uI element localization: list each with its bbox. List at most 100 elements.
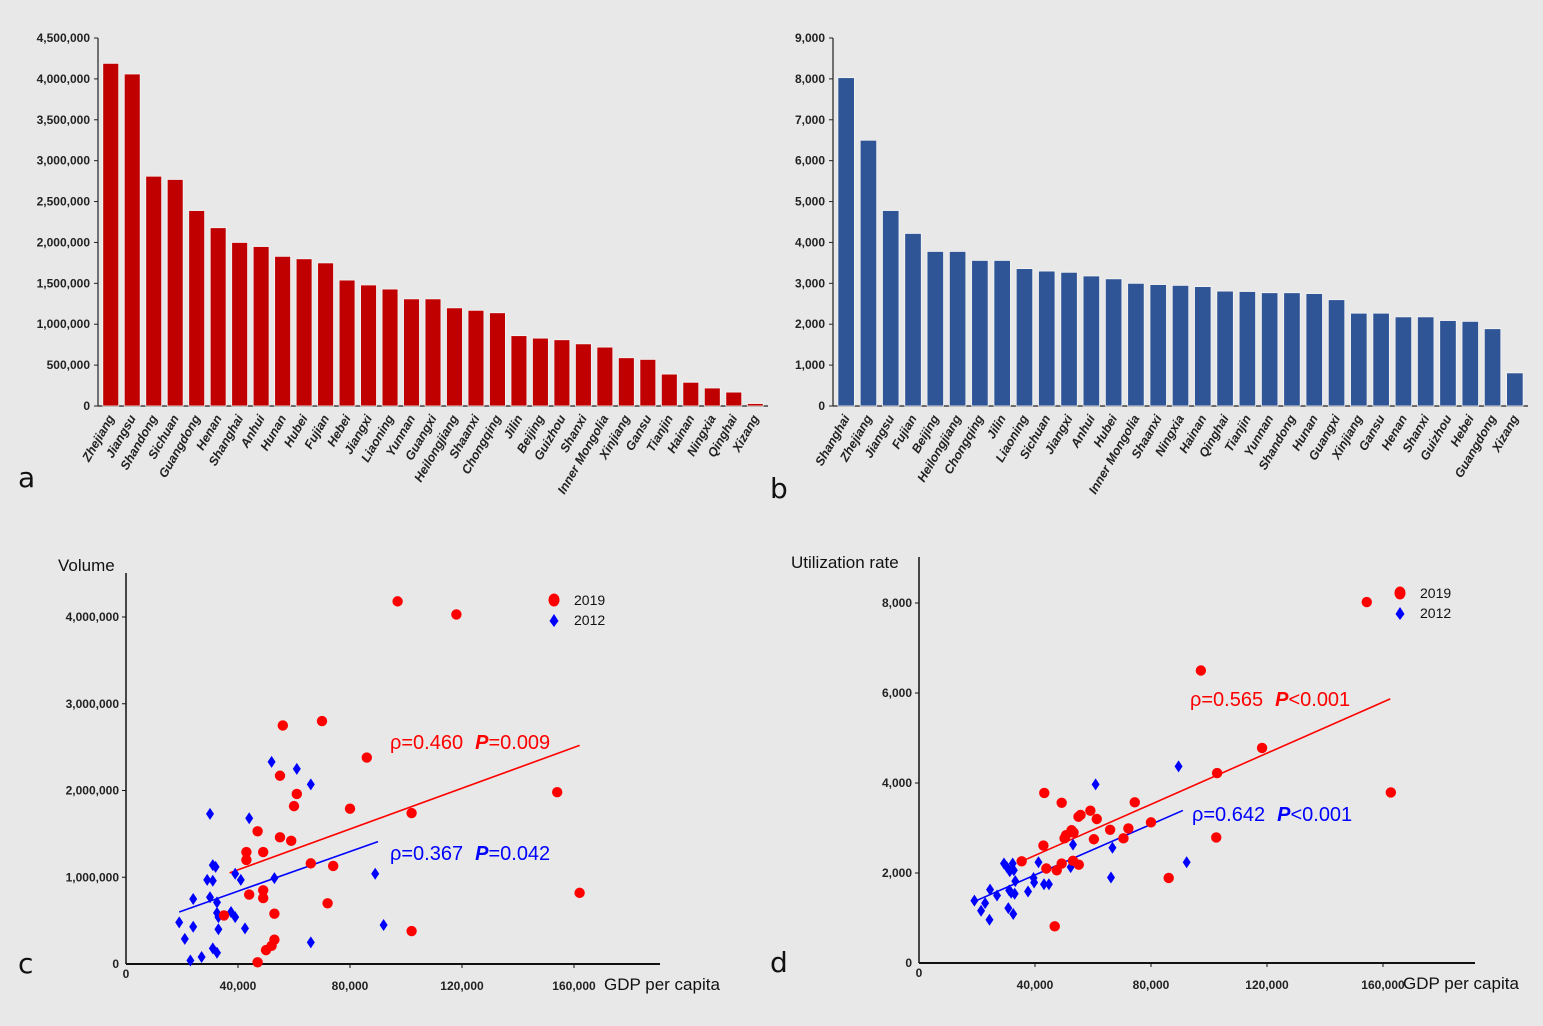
bar [926,251,944,407]
bar [1283,292,1301,407]
p-label: P [1275,689,1289,711]
data-point-2012 [1009,864,1018,877]
bar [1350,312,1368,407]
correlation-annotation: ρ=0.367 P=0.042 [390,843,550,865]
y-tick-label: 1,000,000 [66,870,120,884]
bar [145,175,163,407]
data-point-2012 [213,896,221,909]
data-point-2019 [1256,742,1268,754]
p-label: P [1277,804,1291,826]
data-point-2019 [1060,830,1072,841]
data-point-2012 [1024,885,1033,898]
data-point-2019 [291,788,302,800]
x-tick-label: 120,000 [440,979,484,993]
data-point-2012 [1044,878,1053,891]
x-tick-label: 160,000 [1361,978,1405,992]
data-point-2012 [1034,856,1043,869]
p-value: =0.009 [488,732,550,754]
legend-label: 2019 [574,592,605,608]
bar [1238,291,1257,407]
data-point-2019 [1145,817,1157,828]
trend-line [178,840,379,913]
data-point-2012 [206,807,214,820]
data-point-2012 [993,889,1002,902]
data-point-2012 [977,904,986,917]
x-tick-label: 0 [123,967,130,981]
bar [1483,328,1502,407]
data-point-2012 [379,918,388,931]
legend-marker-2012 [1395,607,1405,620]
x-tick-label: 0 [916,966,923,980]
bar [446,307,463,407]
p-label: P [475,843,489,865]
data-point-2019 [258,846,269,858]
data-point-2019 [305,858,316,869]
data-point-2012 [1182,856,1191,869]
data-point-2019 [1163,872,1174,884]
data-point-2012 [211,860,220,873]
data-point-2012 [306,936,315,949]
data-point-2019 [218,910,230,921]
bar [746,403,764,407]
data-point-2019 [260,944,272,956]
bar [1171,284,1190,407]
y-tick-label: 4,500,000 [37,31,91,45]
data-point-2012 [245,812,254,825]
correlation-annotation: ρ=0.460 P=0.009 [390,732,550,754]
y-tick-label: 3,000 [795,276,825,290]
bar [209,227,227,407]
data-point-2012 [981,897,990,910]
data-point-2012 [213,946,221,959]
data-point-2019 [1056,797,1067,808]
scatter-chart-d: Utilization rate GDP per capita 0 40,000 80,… [791,553,1519,993]
bar [1261,292,1279,407]
data-point-2019 [1385,787,1397,798]
data-point-2019 [361,752,372,763]
x-tick-label: 80,000 [332,979,369,993]
y-axis-title: Volume [58,556,115,575]
data-point-2019 [328,860,339,872]
y-tick-label: 2,500,000 [37,195,91,209]
data-point-2012 [371,867,380,880]
data-point-2019 [277,720,288,731]
bar [1305,293,1323,407]
y-tick-label: 1,000 [795,358,825,372]
data-point-2012 [1007,886,1016,899]
correlation-annotation: ρ=0.642 P<0.001 [1192,804,1352,826]
data-point-2012 [1174,760,1183,773]
correlation-annotation: ρ=0.565 P<0.001 [1190,689,1350,711]
bar [252,246,270,407]
legend-marker-2012 [549,614,559,627]
bar [467,309,485,407]
data-point-2012 [1039,878,1048,891]
x-tick-label: 120,000 [1245,978,1289,992]
data-point-2019 [322,898,333,909]
data-point-2019 [288,800,300,812]
p-value: =0.042 [488,843,550,865]
bar [1015,268,1034,407]
bar [1082,275,1100,407]
bar [231,242,248,407]
data-point-2019 [1118,833,1129,844]
data-point-2012 [1108,841,1117,854]
data-point-2012 [1009,907,1018,920]
scatter-chart-c: Volume GDP per capita 0 40,000 80,000 120,000… [58,556,720,994]
bar [166,179,184,407]
legend-marker-2019 [1394,586,1406,600]
bar [1149,284,1167,407]
bar [1506,372,1524,407]
rho-value: ρ=0.642 [1192,804,1265,826]
x-axis-title: GDP per capita [1403,974,1519,993]
data-point-2012 [197,951,206,964]
y-tick-label: 2,000,000 [66,784,120,798]
panel-label-b: b [770,472,788,505]
data-point-2019 [269,908,280,919]
data-point-2019 [1129,797,1140,808]
y-tick-label: 4,000 [882,776,912,790]
bar [1372,312,1390,407]
y-tick-label: 3,000,000 [37,154,91,168]
data-point-2012 [306,778,315,791]
bar [360,284,377,407]
rho-value: ρ=0.565 [1190,689,1263,711]
